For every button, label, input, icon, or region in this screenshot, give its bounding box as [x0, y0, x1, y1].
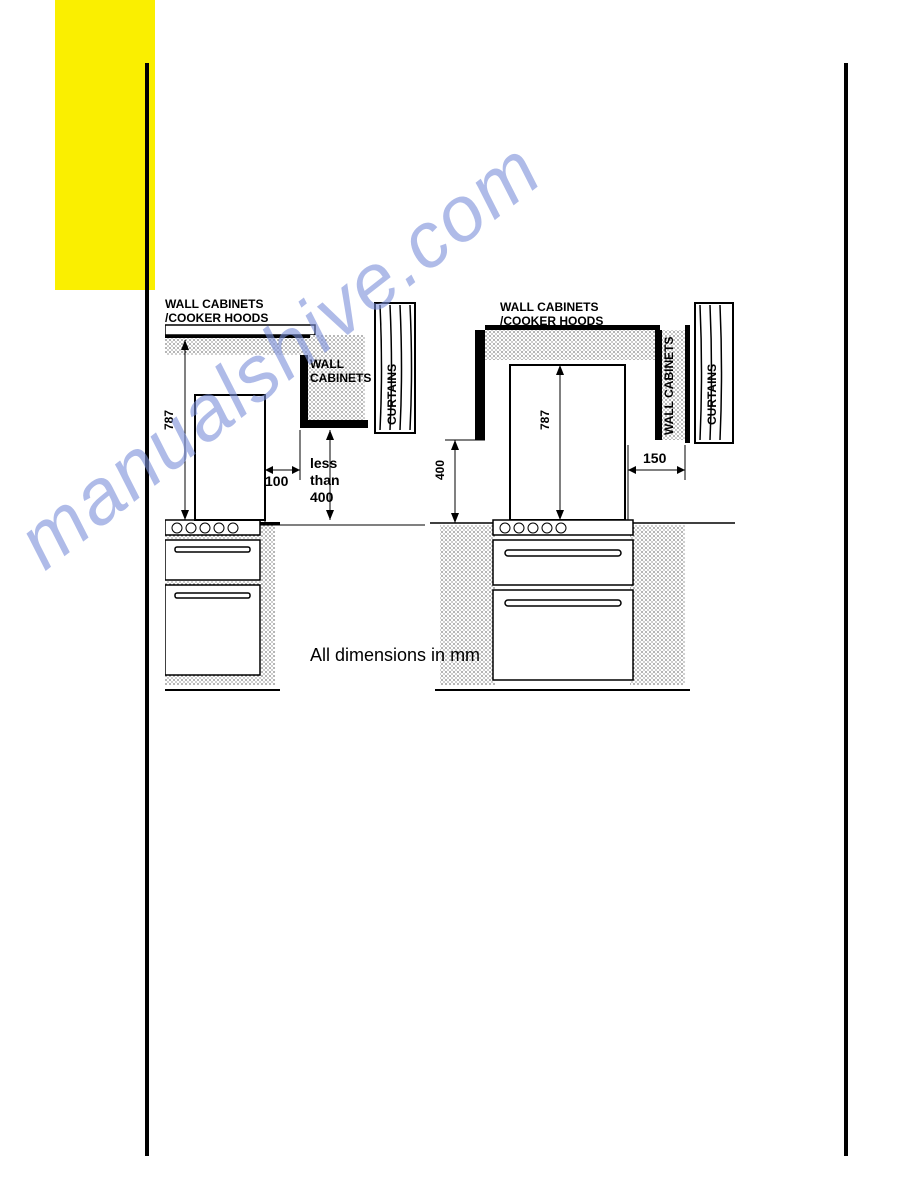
right-curtains-label: CURTAINS [705, 335, 719, 425]
diagram-caption: All dimensions in mm [310, 645, 480, 666]
installation-diagram: WALL CABINETS /COOKER HOODS WALL CABINET… [165, 295, 835, 715]
right-150-label: 150 [643, 450, 666, 466]
right-787-label: 787 [538, 410, 552, 430]
right-side-label: WALL CABINETS [662, 315, 676, 435]
page-border-right [844, 63, 848, 1156]
diagram-svg [165, 295, 835, 715]
left-curtains-label: CURTAINS [385, 335, 399, 425]
right-top-label: WALL CABINETS /COOKER HOODS [500, 300, 630, 328]
left-787-label: 787 [162, 410, 176, 430]
left-side-label: WALL CABINETS [310, 357, 380, 385]
page-border-left [145, 63, 149, 1156]
yellow-accent-block [55, 0, 155, 290]
left-less400-label: less than 400 [310, 455, 360, 505]
right-400-label: 400 [433, 460, 447, 480]
left-100-label: 100 [265, 473, 288, 489]
left-top-label: WALL CABINETS /COOKER HOODS [165, 297, 295, 325]
